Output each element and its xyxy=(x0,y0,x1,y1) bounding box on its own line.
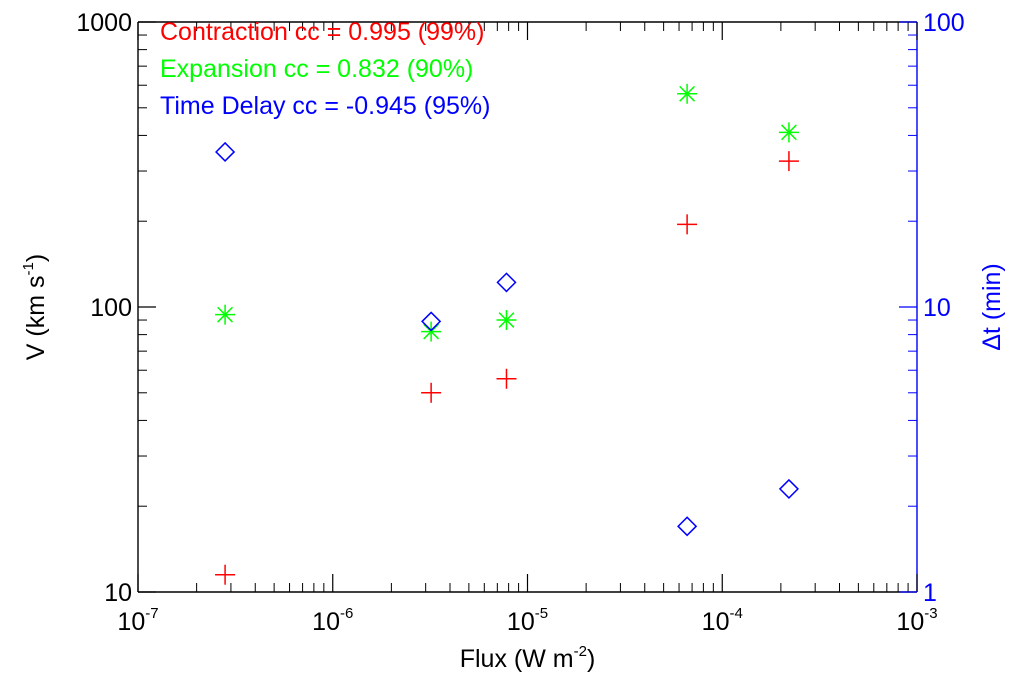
y-right-tick-label: 100 xyxy=(923,9,965,37)
y-right-tick-label: 1 xyxy=(923,579,937,607)
y-left-tick-label: 100 xyxy=(90,294,132,322)
x-tick-label: 10-5 xyxy=(507,605,548,636)
data-point-diamond xyxy=(778,478,799,499)
data-point-asterisk xyxy=(677,83,698,104)
y-left-tick-label: 10 xyxy=(104,579,132,607)
data-point-diamond xyxy=(677,516,698,537)
y-left-tick-label: 1000 xyxy=(76,9,132,37)
x-tick-label: 10-7 xyxy=(117,605,158,636)
data-point-asterisk xyxy=(215,304,236,325)
data-point-asterisk xyxy=(421,321,442,342)
x-tick-label: 10-3 xyxy=(896,605,937,636)
data-point-plus xyxy=(778,151,799,172)
data-point-asterisk xyxy=(496,310,517,331)
x-tick-label: 10-4 xyxy=(702,605,743,636)
data-point-plus xyxy=(496,368,517,389)
data-point-plus xyxy=(215,564,236,585)
data-point-diamond xyxy=(496,272,517,293)
data-point-diamond xyxy=(421,311,442,332)
y-right-tick-label: 10 xyxy=(923,294,951,322)
axes-group: 10-7 10-6 10-5 10-4 10-3 10 100 1000 1 10 100 Flux … xyxy=(20,9,1006,673)
x-axis-title: Flux (W m-2) xyxy=(460,643,596,673)
data-point-plus xyxy=(421,382,442,403)
legend-entry: Expansion cc = 0.832 (90%) xyxy=(160,55,473,83)
legend: Contraction cc = 0.995 (99%) Expansion cc… xyxy=(160,18,490,120)
data-point-diamond xyxy=(215,141,236,163)
legend-entry: Time Delay cc = -0.945 (95%) xyxy=(160,92,490,120)
y-left-axis-title: V (km s-1) xyxy=(20,254,50,360)
data-marks-group xyxy=(215,83,799,585)
data-point-plus xyxy=(677,214,698,235)
x-tick-label: 10-6 xyxy=(312,605,353,636)
legend-entry: Contraction cc = 0.995 (99%) xyxy=(160,18,484,46)
data-point-asterisk xyxy=(778,122,799,143)
y-right-axis-title: Δt (min) xyxy=(978,263,1006,351)
